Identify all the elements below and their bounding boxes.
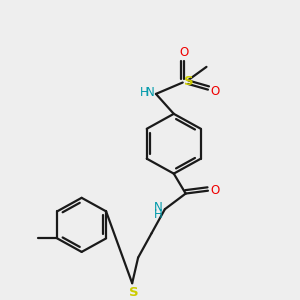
- Text: N: N: [154, 201, 163, 214]
- Text: N: N: [146, 86, 154, 99]
- Text: H: H: [140, 86, 148, 99]
- Text: H: H: [154, 208, 163, 221]
- Text: O: O: [210, 184, 220, 196]
- Text: O: O: [210, 85, 220, 98]
- Text: S: S: [129, 286, 139, 298]
- Text: S: S: [184, 76, 194, 88]
- Text: O: O: [180, 46, 189, 59]
